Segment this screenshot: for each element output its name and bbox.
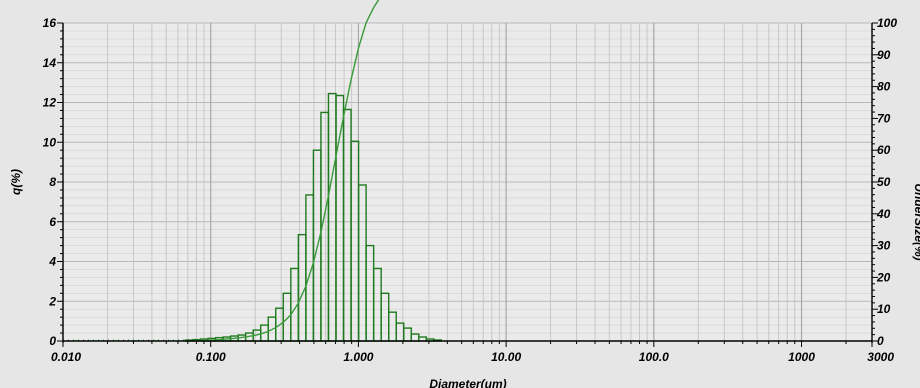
y2-tick-label: 20 bbox=[876, 270, 891, 284]
y2-tick-label: 60 bbox=[877, 143, 891, 157]
y-tick-label: 4 bbox=[48, 255, 56, 269]
y2-tick-label: 70 bbox=[877, 111, 891, 125]
axes bbox=[57, 22, 878, 347]
y-tick-label: 12 bbox=[43, 96, 57, 110]
y-axis-title: q(%) bbox=[9, 169, 23, 195]
y2-tick-label: 10 bbox=[877, 302, 891, 316]
x-tick-label: 10.00 bbox=[491, 350, 521, 364]
y2-tick-label: 80 bbox=[877, 80, 891, 94]
x-tick-label: 0.010 bbox=[51, 350, 81, 364]
x-tick-label: 1.000 bbox=[343, 350, 373, 364]
x-tick-label: 1000 bbox=[788, 350, 815, 364]
y2-tick-label: 90 bbox=[877, 48, 891, 62]
y-tick-label: 10 bbox=[43, 135, 57, 149]
x-tick-label: 0.100 bbox=[196, 350, 226, 364]
y2-tick-label: 30 bbox=[877, 239, 891, 253]
x-tick-label: 3000 bbox=[867, 350, 894, 364]
x-axis-title: Diameter(um) bbox=[429, 377, 506, 388]
y-tick-label: 6 bbox=[49, 215, 56, 229]
y2-tick-label: 40 bbox=[876, 207, 891, 221]
y-tick-label: 0 bbox=[49, 334, 56, 348]
grid bbox=[62, 22, 873, 342]
y2-tick-label: 0 bbox=[877, 334, 884, 348]
y2-axis-title: UnderSize(%) bbox=[912, 183, 920, 260]
x-tick-label: 100.0 bbox=[639, 350, 669, 364]
undersize-curve-line bbox=[185, 0, 380, 342]
y-tick-label: 2 bbox=[48, 294, 56, 308]
y2-tick-label: 100 bbox=[877, 16, 897, 30]
tick-labels: 0 2 4 6 8 10 12 14 16 0 10 20 30 40 50 60 70 80 90 100 0.010… bbox=[43, 16, 898, 364]
y-tick-label: 14 bbox=[43, 56, 57, 70]
y-tick-label: 16 bbox=[43, 16, 57, 30]
undersize-curve bbox=[63, 0, 380, 342]
y2-tick-label: 50 bbox=[877, 175, 891, 189]
y-tick-label: 8 bbox=[49, 175, 56, 189]
